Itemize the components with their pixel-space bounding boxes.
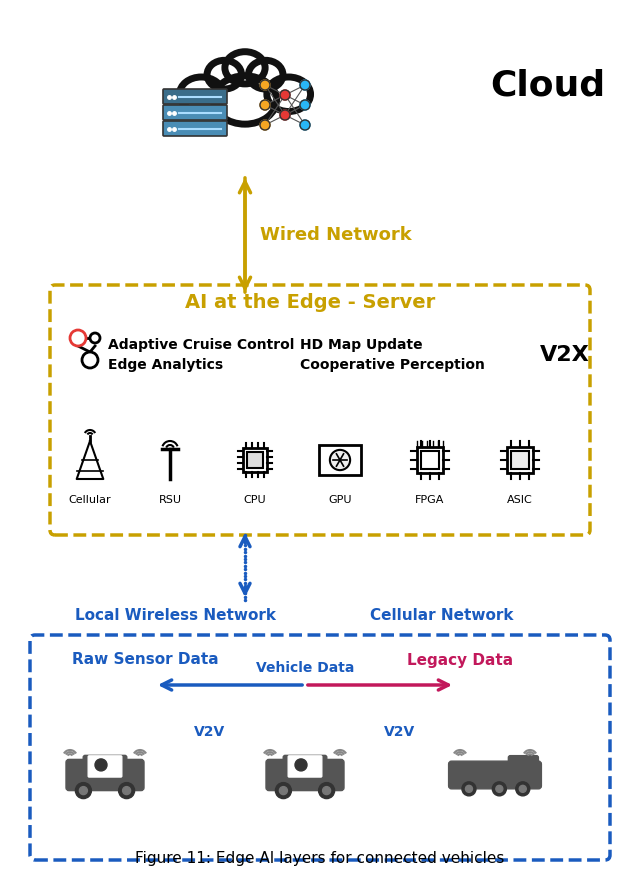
Text: Cellular Network: Cellular Network [370,608,513,622]
Circle shape [516,782,530,796]
FancyBboxPatch shape [266,760,344,791]
Ellipse shape [248,60,283,89]
Text: AI at the Edge - Server: AI at the Edge - Server [185,292,435,312]
Bar [417,447,444,473]
FancyBboxPatch shape [288,756,322,777]
Circle shape [70,330,86,346]
Circle shape [323,787,331,794]
Circle shape [295,759,307,771]
Circle shape [82,352,98,368]
Text: FPGA: FPGA [415,495,445,505]
Bar [243,448,268,472]
Circle shape [260,80,270,90]
Circle shape [300,80,310,90]
Text: CPU: CPU [244,495,266,505]
FancyBboxPatch shape [163,105,227,120]
Text: Legacy Data: Legacy Data [407,652,513,668]
Circle shape [492,782,506,796]
Text: Vehicle Data: Vehicle Data [256,661,354,675]
Circle shape [123,787,131,794]
Bar [319,445,361,475]
Text: GPU: GPU [328,495,352,505]
Text: Cooperative Perception: Cooperative Perception [300,358,485,372]
Circle shape [76,782,92,799]
Bar [421,451,439,469]
FancyBboxPatch shape [66,760,144,791]
FancyBboxPatch shape [449,761,541,789]
Circle shape [79,787,88,794]
Ellipse shape [213,76,276,124]
Text: V2V: V2V [195,725,226,739]
Bar [511,451,529,469]
Circle shape [260,120,270,130]
FancyBboxPatch shape [163,121,227,136]
Circle shape [260,100,270,110]
Polygon shape [77,441,103,479]
Ellipse shape [267,77,310,112]
Circle shape [300,100,310,110]
Bar [247,451,263,468]
Ellipse shape [225,52,265,84]
Circle shape [519,786,526,793]
Text: Raw Sensor Data: Raw Sensor Data [72,652,218,668]
Text: Local Wireless Network: Local Wireless Network [75,608,276,622]
Text: Cloud: Cloud [490,68,605,102]
FancyBboxPatch shape [88,756,122,777]
FancyBboxPatch shape [30,635,610,860]
Ellipse shape [179,77,223,112]
FancyBboxPatch shape [508,756,538,787]
Circle shape [90,333,100,343]
Circle shape [118,782,134,799]
FancyBboxPatch shape [83,755,127,785]
Circle shape [280,787,287,794]
Text: Adaptive Cruise Control: Adaptive Cruise Control [108,338,294,352]
Circle shape [280,90,290,100]
Circle shape [330,450,350,471]
Text: Edge Analytics: Edge Analytics [108,358,223,372]
Text: HD Map Update: HD Map Update [300,338,422,352]
Circle shape [496,786,503,793]
Circle shape [462,782,476,796]
Text: Cellular: Cellular [68,495,111,505]
FancyBboxPatch shape [163,89,227,104]
Text: RSU: RSU [159,495,182,505]
Text: ASIC: ASIC [507,495,533,505]
FancyBboxPatch shape [283,755,327,785]
Ellipse shape [207,60,241,89]
Circle shape [319,782,335,799]
Circle shape [300,120,310,130]
Circle shape [95,759,107,771]
Text: Figure 11: Edge AI layers for connected vehicles: Figure 11: Edge AI layers for connected … [135,850,505,865]
FancyBboxPatch shape [50,285,590,535]
Text: V2V: V2V [385,725,415,739]
Circle shape [280,110,290,120]
Text: Wired Network: Wired Network [260,226,412,244]
Text: V2X: V2X [540,345,589,365]
Circle shape [275,782,291,799]
Circle shape [465,786,472,793]
Bar [507,447,533,473]
